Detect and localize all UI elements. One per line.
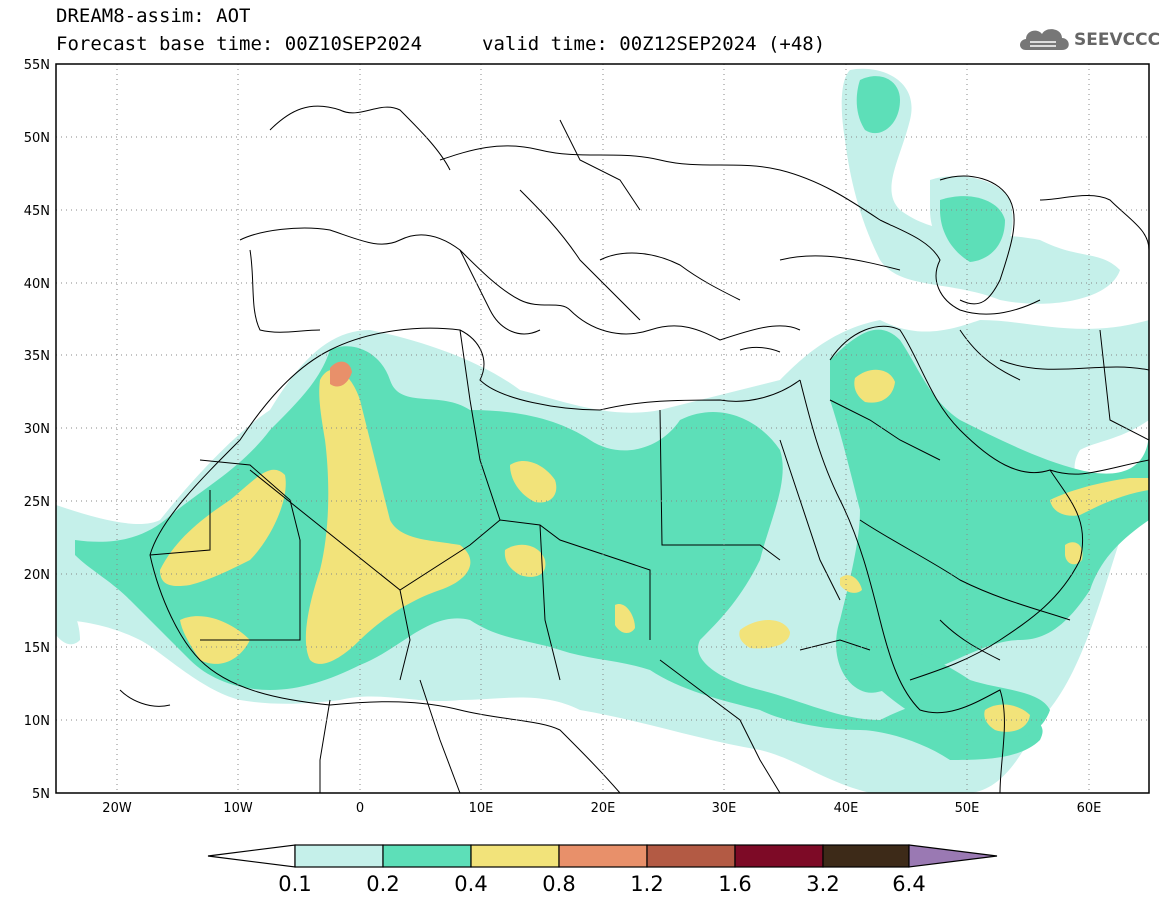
lon-tick-label: 60E	[1077, 801, 1102, 816]
gridlines	[56, 64, 1149, 793]
forecast-base-time: Forecast base time: 00Z10SEP2024	[56, 33, 423, 55]
aot-field	[56, 68, 1149, 793]
lat-tick-label: 5N	[32, 787, 50, 802]
cloud-logo-icon	[1020, 29, 1069, 50]
seevccc-logo: SEEVCCC	[1016, 20, 1160, 60]
lat-tick-label: 30N	[24, 422, 50, 437]
valid-time: valid time: 00Z12SEP2024 (+48)	[482, 33, 826, 55]
lat-tick-label: 20N	[24, 568, 50, 583]
coastlines-borders	[119, 105, 1149, 793]
lat-tick-label: 35N	[24, 349, 50, 364]
lat-tick-label: 55N	[24, 58, 50, 73]
map-frame	[55, 63, 1150, 794]
map-title: DREAM8-assim: AOT	[56, 5, 251, 27]
lon-tick-label: 30E	[712, 801, 737, 816]
lat-tick-label: 10N	[24, 714, 50, 729]
lat-tick-label: 40N	[24, 277, 50, 292]
lon-tick-label: 10W	[223, 801, 253, 816]
latitude-axis: 55N 50N 45N 40N 35N 30N 25N 20N 15N 10N …	[24, 58, 50, 802]
longitude-axis: 20W 10W 0 10E 20E 30E 40E 50E 60E	[102, 801, 1101, 816]
lat-tick-label: 45N	[24, 204, 50, 219]
aot-band-0.4	[160, 369, 1149, 732]
aot-band-0.8	[330, 361, 352, 387]
lon-tick-label: 10E	[469, 801, 494, 816]
lon-tick-label: 20W	[102, 801, 132, 816]
lon-tick-label: 20E	[591, 801, 616, 816]
lat-tick-label: 15N	[24, 641, 50, 656]
lon-tick-label: 50E	[955, 801, 980, 816]
lat-tick-label: 50N	[24, 131, 50, 146]
lat-tick-label: 25N	[24, 495, 50, 510]
lon-tick-label: 0	[356, 801, 364, 816]
logo-text: SEEVCCC	[1074, 30, 1161, 50]
lon-tick-label: 40E	[834, 801, 859, 816]
